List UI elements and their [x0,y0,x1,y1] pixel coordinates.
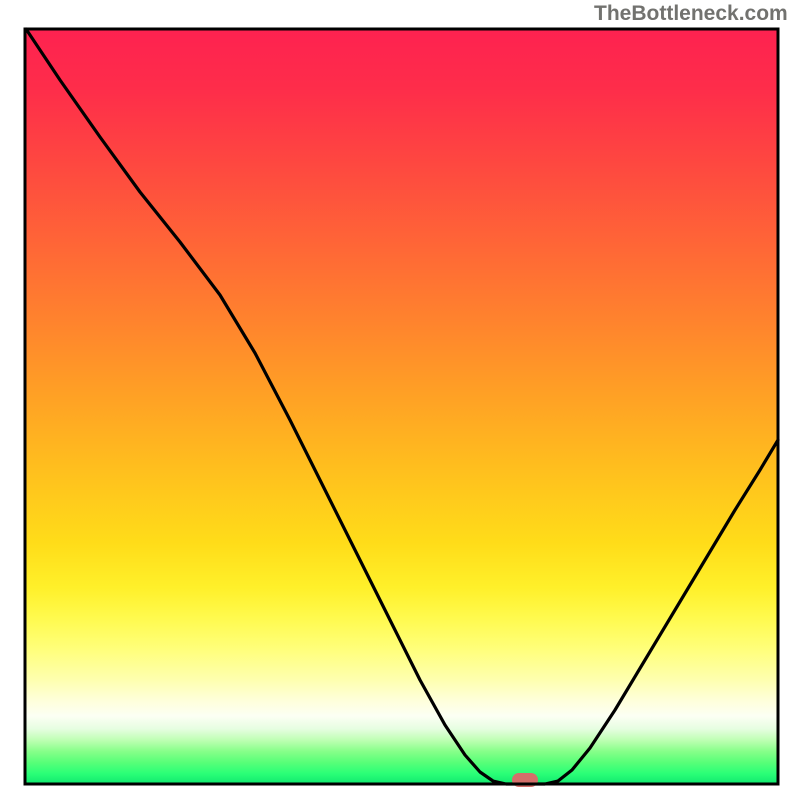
chart-container: TheBottleneck.com [0,0,800,800]
plot-background [25,29,778,784]
chart-svg [0,0,800,800]
attribution-label: TheBottleneck.com [594,2,788,26]
